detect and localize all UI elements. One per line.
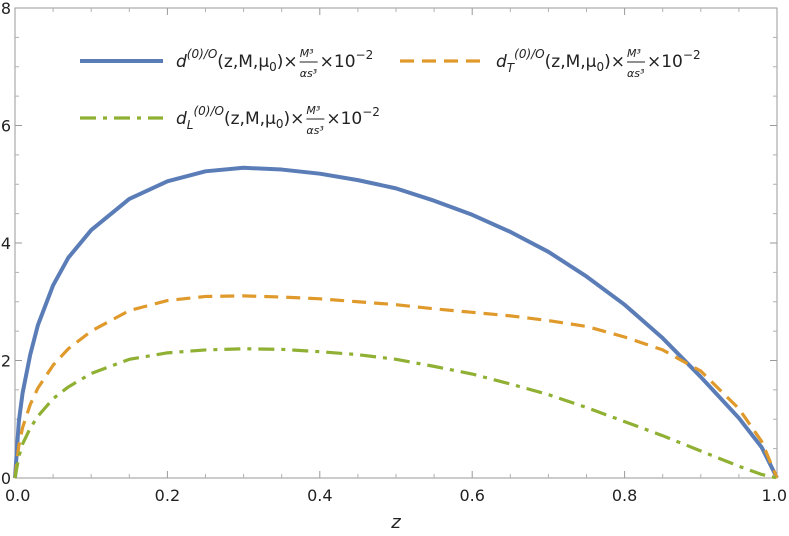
legend-tail-base: ×10: [326, 109, 362, 129]
legend-frac-denominator: αs³: [300, 67, 318, 80]
legend-frac-numerator: M³: [627, 47, 641, 60]
x-axis-title: z: [390, 512, 401, 533]
x-tick-label: 0.0: [5, 486, 30, 505]
legend-entry-total: d(0)/O(z,M,μ0)× M³ αs³×10−2: [80, 47, 373, 80]
legend-close: )×: [277, 52, 298, 72]
legend-superscript: (0)/O: [187, 47, 218, 61]
legend-args: (z,M,μ: [224, 109, 276, 129]
legend-superscript: (0)/O: [193, 104, 224, 118]
plot-frame: [14, 7, 778, 479]
legend-args-subscript: 0: [276, 117, 284, 131]
legend-frac-denominator: αs³: [627, 67, 645, 80]
legend-args-subscript: 0: [597, 60, 605, 74]
x-tick-label: 0.4: [307, 486, 332, 505]
legend-tail: ×10−2: [320, 48, 374, 72]
legend-frac-numerator: M³: [306, 104, 320, 117]
legend-frac-numerator: M³: [300, 47, 314, 60]
x-tick-label: 1.0: [762, 486, 787, 505]
legend-args: (z,M,μ: [545, 52, 597, 72]
legend-symbol: d: [176, 109, 187, 129]
y-tick-label: 0: [1, 469, 11, 488]
legend-tail-base: ×10: [320, 52, 356, 72]
legend-subscript: T: [507, 61, 516, 75]
legend-tail-base: ×10: [647, 52, 683, 72]
legend-tail-exponent: −2: [362, 105, 380, 119]
y-tick-label: 2: [1, 352, 11, 371]
legend-tail: ×10−2: [326, 105, 380, 129]
legend-subscript: L: [187, 118, 194, 132]
legend-close: )×: [283, 109, 304, 129]
y-tick-label: 8: [1, 0, 11, 18]
x-tick-label: 0.2: [155, 486, 180, 505]
legend-entry-longitudinal: dL(0)/O(z,M,μ0)× M³ αs³×10−2: [80, 104, 380, 137]
legend-symbol: d: [176, 52, 187, 72]
x-tick-label: 0.6: [459, 486, 484, 505]
legend-tail-exponent: −2: [356, 48, 374, 62]
legend-entry-transverse: dT(0)/O(z,M,μ0)× M³ αs³×10−2: [400, 47, 701, 80]
legend-label-total: d(0)/O(z,M,μ0)×: [176, 47, 298, 74]
legend-superscript: (0)/O: [514, 47, 545, 61]
x-tick-label: 0.8: [612, 486, 637, 505]
y-tick-label: 6: [1, 117, 11, 136]
y-tick-label: 4: [1, 234, 11, 253]
legend-label-longitudinal: dL(0)/O(z,M,μ0)×: [176, 104, 304, 132]
legend-tail: ×10−2: [647, 48, 701, 72]
legend-symbol: d: [496, 52, 507, 72]
series-line-total: [13, 165, 779, 479]
series-line-transverse: [13, 294, 779, 479]
legend-tail-exponent: −2: [683, 48, 701, 62]
legend-label-transverse: dT(0)/O(z,M,μ0)×: [496, 47, 625, 75]
legend-args-subscript: 0: [269, 60, 277, 74]
legend-args: (z,M,μ: [217, 52, 269, 72]
legend-close: )×: [604, 52, 625, 72]
legend-frac-denominator: αs³: [306, 124, 324, 137]
series-line-longitudinal: [13, 347, 778, 480]
